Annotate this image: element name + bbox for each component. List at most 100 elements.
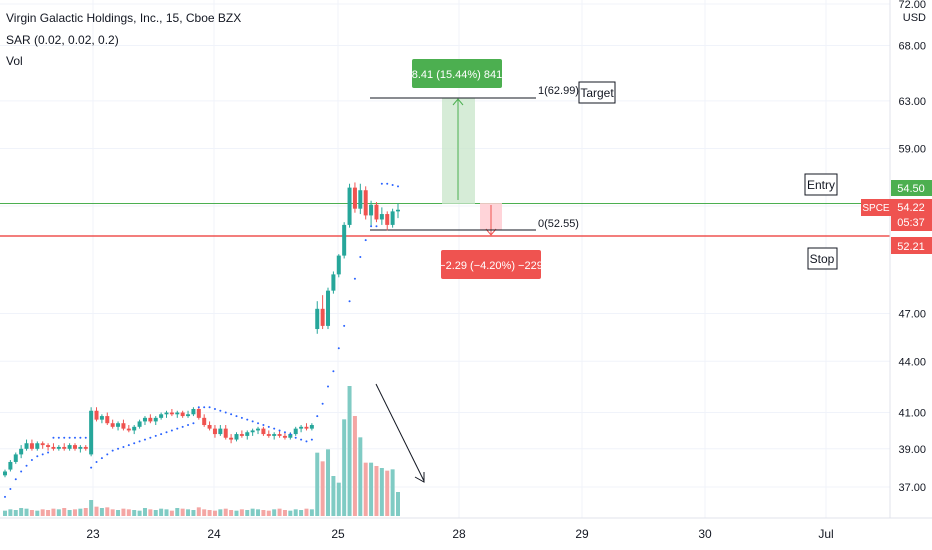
volume-bar <box>29 510 34 516</box>
candle-body <box>132 426 137 431</box>
volume-bar <box>137 510 142 516</box>
volume-bar <box>229 510 234 516</box>
candle <box>212 425 217 438</box>
sar-indicator-label: SAR (0.02, 0.02, 0.2) <box>6 33 119 47</box>
candle-body <box>245 432 250 436</box>
candle <box>352 182 357 213</box>
price-tick-label: 59.00 <box>898 143 926 155</box>
sar-dot <box>122 445 125 448</box>
volume-bar <box>202 509 207 516</box>
candle <box>148 414 153 424</box>
candle <box>186 410 191 418</box>
sar-dot <box>386 182 389 185</box>
sar-dot <box>348 300 351 303</box>
candle-body <box>385 214 390 225</box>
candle <box>89 407 94 457</box>
sar-dot <box>208 406 211 409</box>
volume-bar <box>110 509 115 516</box>
sar-dot <box>192 422 195 425</box>
time-axis-bg[interactable] <box>0 518 932 550</box>
candle-body <box>62 446 67 449</box>
sar-dot <box>138 440 141 443</box>
sar-dot <box>47 451 50 454</box>
volume-bar <box>282 510 287 516</box>
volume-bar <box>132 510 137 516</box>
candle <box>29 439 34 451</box>
price-axis-bg[interactable] <box>890 0 932 518</box>
sar-dot <box>332 370 335 373</box>
candle-body <box>46 445 51 447</box>
target-level-label: 1(62.99) <box>538 85 579 97</box>
candle <box>272 432 277 440</box>
volume-bar <box>191 510 196 516</box>
sar-dot <box>391 184 394 187</box>
target-label-box <box>578 81 616 104</box>
trend-arrow-line <box>375 383 425 482</box>
sar-dot <box>337 347 340 350</box>
candle <box>105 412 110 426</box>
candle-body <box>272 434 277 436</box>
sar-dot <box>375 225 378 228</box>
volume-bar <box>121 508 126 516</box>
sar-dot <box>41 453 44 456</box>
candle <box>309 423 314 431</box>
volume-bar <box>164 509 169 516</box>
sar-dot <box>68 436 71 439</box>
sar-dot <box>213 407 216 410</box>
candle <box>369 200 374 227</box>
candle <box>320 295 325 330</box>
stop-level-label: 0(52.55) <box>538 218 579 230</box>
candle-body <box>379 214 384 220</box>
candle <box>239 430 244 438</box>
candle-body <box>331 274 336 291</box>
sar-dot <box>63 436 66 439</box>
sar-dot <box>289 433 292 436</box>
sar-dot <box>262 424 265 427</box>
sar-dot <box>133 442 136 445</box>
candle-body <box>390 211 395 225</box>
sar-dot <box>106 453 109 456</box>
candle-body <box>137 421 142 427</box>
candle <box>180 410 185 418</box>
sar-dot <box>305 440 308 443</box>
sar-dot <box>181 425 184 428</box>
candle-body <box>142 417 147 422</box>
volume-bar <box>396 492 400 516</box>
volume-bar <box>169 510 174 516</box>
volume-bar <box>234 510 239 516</box>
stop-price-badge <box>891 237 932 254</box>
volume-bar <box>116 510 121 516</box>
volume-bar <box>374 466 379 516</box>
volume-bar <box>186 509 191 516</box>
candle <box>331 271 336 294</box>
sar-dot <box>73 436 76 439</box>
candle-body <box>56 446 61 449</box>
volume-bar <box>256 509 261 516</box>
volume-bar <box>51 508 56 516</box>
candle-body <box>202 417 207 426</box>
volume-bar <box>304 508 309 516</box>
sar-dot <box>278 429 281 432</box>
entry-price-badge-text: 54.50 <box>897 183 925 195</box>
symbol-tag-text: SPCE <box>862 203 890 214</box>
candle <box>196 407 201 420</box>
candle <box>132 425 137 435</box>
volume-bar <box>142 508 147 516</box>
sar-dot <box>364 239 367 242</box>
candle <box>8 460 13 472</box>
candle-body <box>8 461 13 470</box>
candle <box>62 443 67 451</box>
symbol-tag <box>861 199 891 216</box>
volume-bar <box>72 509 77 516</box>
candle-body <box>218 428 223 435</box>
sar-dot <box>187 424 190 427</box>
volume-bar <box>126 509 131 516</box>
candle-body <box>309 425 314 429</box>
candle <box>245 430 250 440</box>
volume-bar <box>342 419 347 516</box>
candle <box>358 183 363 215</box>
sar-dot <box>353 277 356 280</box>
time-tick-label: Jul <box>818 527 833 541</box>
volume-bar <box>13 510 18 516</box>
